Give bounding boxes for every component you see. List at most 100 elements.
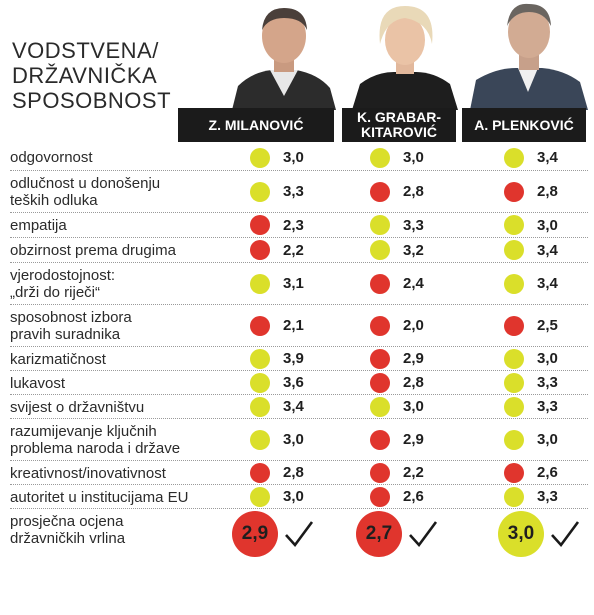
title-line: VODSTVENA/ (12, 38, 159, 63)
checkmark-icon (551, 521, 580, 548)
criterion-label: karizmatičnost (10, 351, 106, 368)
red-average-badge: 2,7 (356, 511, 402, 557)
red-rating-dot (504, 462, 524, 483)
score-cell: 2,1 (250, 305, 304, 346)
average-score-value: 3,0 (507, 523, 535, 544)
portrait-grabar-kitarovic (352, 0, 458, 110)
score-value: 3,0 (283, 431, 304, 448)
score-value: 2,8 (403, 183, 424, 200)
candidate-name-line: KITAROVIĆ (361, 124, 437, 140)
yellow-rating-dot (504, 372, 524, 393)
score-cell: 2,2 (250, 238, 304, 262)
criterion-label-line: odlučnost u donošenju (10, 175, 161, 192)
score-cell: 3,3 (504, 371, 558, 394)
average-score-value: 2,7 (365, 523, 393, 544)
criterion-label-line: lukavost (10, 375, 66, 392)
score-cell: 3,0 (370, 145, 424, 170)
red-rating-dot (250, 315, 270, 336)
criterion-label: razumijevanje ključnih problema naroda i … (10, 423, 180, 457)
score-value: 3,6 (283, 374, 304, 391)
score-cell: 2,2 (370, 461, 424, 484)
score-value: 2,2 (283, 241, 304, 259)
candidate-name-grabar-kitarovic: K. GRABAR- KITAROVIĆ (342, 108, 456, 142)
yellow-rating-dot (504, 273, 524, 294)
table-row: razumijevanje ključnih problema naroda i … (10, 419, 588, 461)
score-value: 2,4 (403, 275, 424, 292)
score-cell: 3,1 (250, 263, 304, 304)
portrait-milanovic (232, 0, 336, 110)
criterion-label-line: empatija (10, 217, 67, 234)
table-row: kreativnost/inovativnost 2,8 2,2 2,6 (10, 461, 588, 485)
yellow-rating-dot (370, 396, 390, 417)
score-value: 2,3 (283, 216, 304, 234)
table-row: svijest o državništvu 3,4 3,0 3,3 (10, 395, 588, 419)
average-score-cell: 2,7 (356, 509, 438, 559)
yellow-rating-dot (504, 486, 524, 507)
table-row: empatija 2,3 3,3 3,0 (10, 213, 588, 238)
candidate-name-line: K. GRABAR- (357, 109, 441, 125)
score-cell: 3,3 (370, 213, 424, 237)
criterion-label: empatija (10, 217, 67, 234)
candidate-name-line: Z. MILANOVIĆ (208, 116, 304, 133)
yellow-rating-dot (250, 372, 270, 393)
red-rating-dot (370, 486, 390, 507)
score-value: 3,4 (537, 149, 558, 166)
portrait-plenkovic (470, 0, 588, 110)
red-rating-dot (504, 181, 524, 202)
score-cell: 2,6 (370, 485, 424, 508)
criterion-label-line: razumijevanje ključnih (10, 423, 157, 440)
score-cell: 2,6 (504, 461, 558, 484)
candidate-name-line: A. PLENKOVIĆ (474, 116, 574, 133)
score-value: 2,2 (403, 464, 424, 481)
red-rating-dot (370, 181, 390, 202)
score-cell: 3,0 (250, 485, 304, 508)
score-cell: 3,0 (370, 395, 424, 418)
score-cell: 2,8 (370, 371, 424, 394)
criterion-label-line: „drži do riječi“ (10, 284, 101, 301)
score-cell: 2,0 (370, 305, 424, 346)
score-cell: 3,9 (250, 347, 304, 370)
average-score-cell: 2,9 (232, 509, 314, 559)
red-rating-dot (370, 372, 390, 393)
score-value: 3,4 (537, 275, 558, 292)
score-value: 2,8 (403, 374, 424, 391)
criterion-label-line: kreativnost/inovativnost (10, 465, 166, 482)
score-cell: 3,4 (250, 395, 304, 418)
candidate-name-plenkovic: A. PLENKOVIĆ (462, 108, 586, 142)
average-score-cell: 3,0 (498, 509, 580, 559)
criterion-label-line: pravih suradnika (10, 326, 121, 343)
score-value: 3,0 (283, 488, 304, 505)
criterion-label: sposobnost izbora pravih suradnika (10, 309, 132, 343)
score-cell: 3,0 (504, 419, 558, 460)
score-cell: 3,4 (504, 145, 558, 170)
table-row: autoritet u institucijama EU 3,0 2,6 3,3 (10, 485, 588, 509)
red-rating-dot (370, 429, 390, 450)
score-value: 3,0 (537, 350, 558, 367)
score-value: 2,8 (537, 183, 558, 200)
yellow-rating-dot (504, 240, 524, 260)
score-value: 3,0 (537, 431, 558, 448)
average-label-line: prosječna ocjena (10, 513, 124, 530)
score-value: 2,1 (283, 317, 304, 334)
red-rating-dot (504, 315, 524, 336)
score-value: 3,4 (283, 398, 304, 415)
score-value: 3,9 (283, 350, 304, 367)
candidate-name-milanovic: Z. MILANOVIĆ (178, 108, 334, 142)
score-value: 3,0 (403, 149, 424, 166)
criterion-label: vjerodostojnost: „drži do riječi“ (10, 267, 115, 301)
red-rating-dot (370, 462, 390, 483)
title-line: DRŽAVNIČKA (12, 63, 158, 88)
criterion-label: lukavost (10, 375, 65, 392)
score-value: 3,0 (537, 216, 558, 234)
table-row: sposobnost izbora pravih suradnika 2,1 2,0 2… (10, 305, 588, 347)
score-cell: 2,9 (370, 419, 424, 460)
score-value: 3,1 (283, 275, 304, 292)
score-value: 3,0 (283, 149, 304, 166)
score-value: 2,9 (403, 350, 424, 367)
red-average-badge: 2,9 (232, 511, 278, 557)
yellow-rating-dot (250, 429, 270, 450)
table-row: karizmatičnost 3,9 2,9 3,0 (10, 347, 588, 371)
score-value: 3,2 (403, 241, 424, 259)
score-cell: 2,4 (370, 263, 424, 304)
criterion-label: odgovornost (10, 149, 93, 166)
